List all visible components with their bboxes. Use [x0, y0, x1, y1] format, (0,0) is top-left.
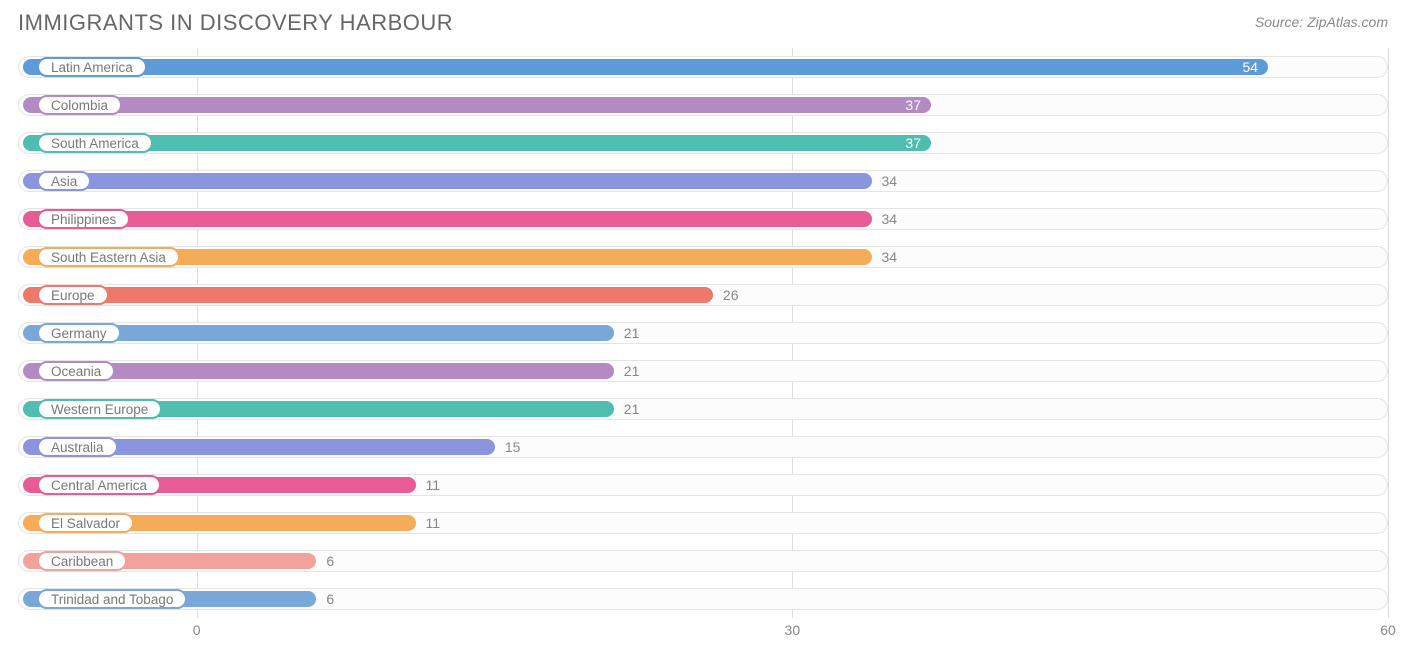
- bar: [23, 287, 713, 303]
- bar-rows: 54 Latin America 37 Colombia 37 South America…: [18, 48, 1388, 618]
- bar-label-pill: Germany: [37, 323, 121, 343]
- bar-label-pill: Colombia: [37, 95, 122, 115]
- bar-value: 21: [624, 401, 640, 417]
- bar-value: 37: [905, 135, 921, 151]
- bar-row: 15 Australia: [18, 428, 1388, 466]
- bar-label-pill: El Salvador: [37, 513, 134, 533]
- bar-value: 21: [624, 363, 640, 379]
- bar-label-pill: South America: [37, 133, 153, 153]
- x-axis-tick: 60: [1380, 622, 1396, 638]
- bar-value: 11: [426, 515, 441, 531]
- bar: 54: [23, 59, 1268, 75]
- bar-label-pill: South Eastern Asia: [37, 247, 180, 267]
- bar-row: 54 Latin America: [18, 48, 1388, 86]
- bar: 37: [23, 97, 931, 113]
- bar-track: 6 Caribbean: [18, 550, 1388, 572]
- x-axis: 03060: [18, 618, 1388, 644]
- bar-label-pill: Oceania: [37, 361, 115, 381]
- bar-track: 21 Western Europe: [18, 398, 1388, 420]
- gridline: [1388, 48, 1389, 618]
- bar-label: Philippines: [51, 212, 116, 227]
- bar-row: 21 Germany: [18, 314, 1388, 352]
- bar: 37: [23, 135, 931, 151]
- bar-label: Asia: [51, 174, 77, 189]
- bar-row: 6 Caribbean: [18, 542, 1388, 580]
- bar-row: 37 Colombia: [18, 86, 1388, 124]
- bar: [23, 173, 872, 189]
- bar-track: 21 Germany: [18, 322, 1388, 344]
- bar: [23, 211, 872, 227]
- bar-label-pill: Central America: [37, 475, 161, 495]
- bar-value: 26: [723, 287, 739, 303]
- bar-value: 6: [326, 553, 334, 569]
- bar-label: Europe: [51, 288, 95, 303]
- bar-track: 37 Colombia: [18, 94, 1388, 116]
- chart-title: IMMIGRANTS IN DISCOVERY HARBOUR: [18, 10, 453, 36]
- chart-area: 54 Latin America 37 Colombia 37 South America…: [18, 48, 1388, 644]
- bar-value: 34: [882, 173, 898, 189]
- bar-row: 34 South Eastern Asia: [18, 238, 1388, 276]
- bar-track: 11 El Salvador: [18, 512, 1388, 534]
- bar-track: 15 Australia: [18, 436, 1388, 458]
- bar-label-pill: Latin America: [37, 57, 147, 77]
- bar-track: 11 Central America: [18, 474, 1388, 496]
- bar-row: 34 Philippines: [18, 200, 1388, 238]
- bar-label-pill: Trinidad and Tobago: [37, 589, 187, 609]
- bar-value: 34: [882, 249, 898, 265]
- bar-label-pill: Philippines: [37, 209, 130, 229]
- x-axis-tick: 0: [193, 622, 201, 638]
- bar-row: 37 South America: [18, 124, 1388, 162]
- bar-label-pill: Caribbean: [37, 551, 127, 571]
- bar-value: 34: [882, 211, 898, 227]
- bar-row: 11 Central America: [18, 466, 1388, 504]
- bar-value: 11: [426, 477, 441, 493]
- bar-track: 34 Asia: [18, 170, 1388, 192]
- bar-label-pill: Australia: [37, 437, 118, 457]
- bar-value: 54: [1242, 59, 1258, 75]
- bar-label: Australia: [51, 440, 104, 455]
- header: IMMIGRANTS IN DISCOVERY HARBOUR Source: …: [18, 10, 1388, 36]
- bar-track: 26 Europe: [18, 284, 1388, 306]
- bar-label: Oceania: [51, 364, 101, 379]
- bar-label-pill: Asia: [37, 171, 91, 191]
- bar-row: 21 Oceania: [18, 352, 1388, 390]
- bar-label: Latin America: [51, 60, 133, 75]
- bar-row: 21 Western Europe: [18, 390, 1388, 428]
- bar-label: El Salvador: [51, 516, 120, 531]
- bar-value: 21: [624, 325, 640, 341]
- chart-source: Source: ZipAtlas.com: [1255, 10, 1388, 30]
- bar-track: 6 Trinidad and Tobago: [18, 588, 1388, 610]
- bar-row: 26 Europe: [18, 276, 1388, 314]
- bar-value: 37: [905, 97, 921, 113]
- bar-track: 37 South America: [18, 132, 1388, 154]
- bar-label-pill: Western Europe: [37, 399, 162, 419]
- x-axis-tick: 30: [785, 622, 801, 638]
- bar-track: 21 Oceania: [18, 360, 1388, 382]
- bar-value: 6: [326, 591, 334, 607]
- bar-label: Western Europe: [51, 402, 148, 417]
- bar-label: Central America: [51, 478, 147, 493]
- bar-row: 11 El Salvador: [18, 504, 1388, 542]
- bar-label: Colombia: [51, 98, 108, 113]
- bar-label: Caribbean: [51, 554, 113, 569]
- bar-row: 34 Asia: [18, 162, 1388, 200]
- bar-track: 34 South Eastern Asia: [18, 246, 1388, 268]
- bar-track: 54 Latin America: [18, 56, 1388, 78]
- bar-row: 6 Trinidad and Tobago: [18, 580, 1388, 618]
- bar-label: Germany: [51, 326, 107, 341]
- bar-label-pill: Europe: [37, 285, 109, 305]
- bar-track: 34 Philippines: [18, 208, 1388, 230]
- bar-label: South Eastern Asia: [51, 250, 166, 265]
- bar-label: Trinidad and Tobago: [51, 592, 173, 607]
- bar-value: 15: [505, 439, 521, 455]
- bar-label: South America: [51, 136, 139, 151]
